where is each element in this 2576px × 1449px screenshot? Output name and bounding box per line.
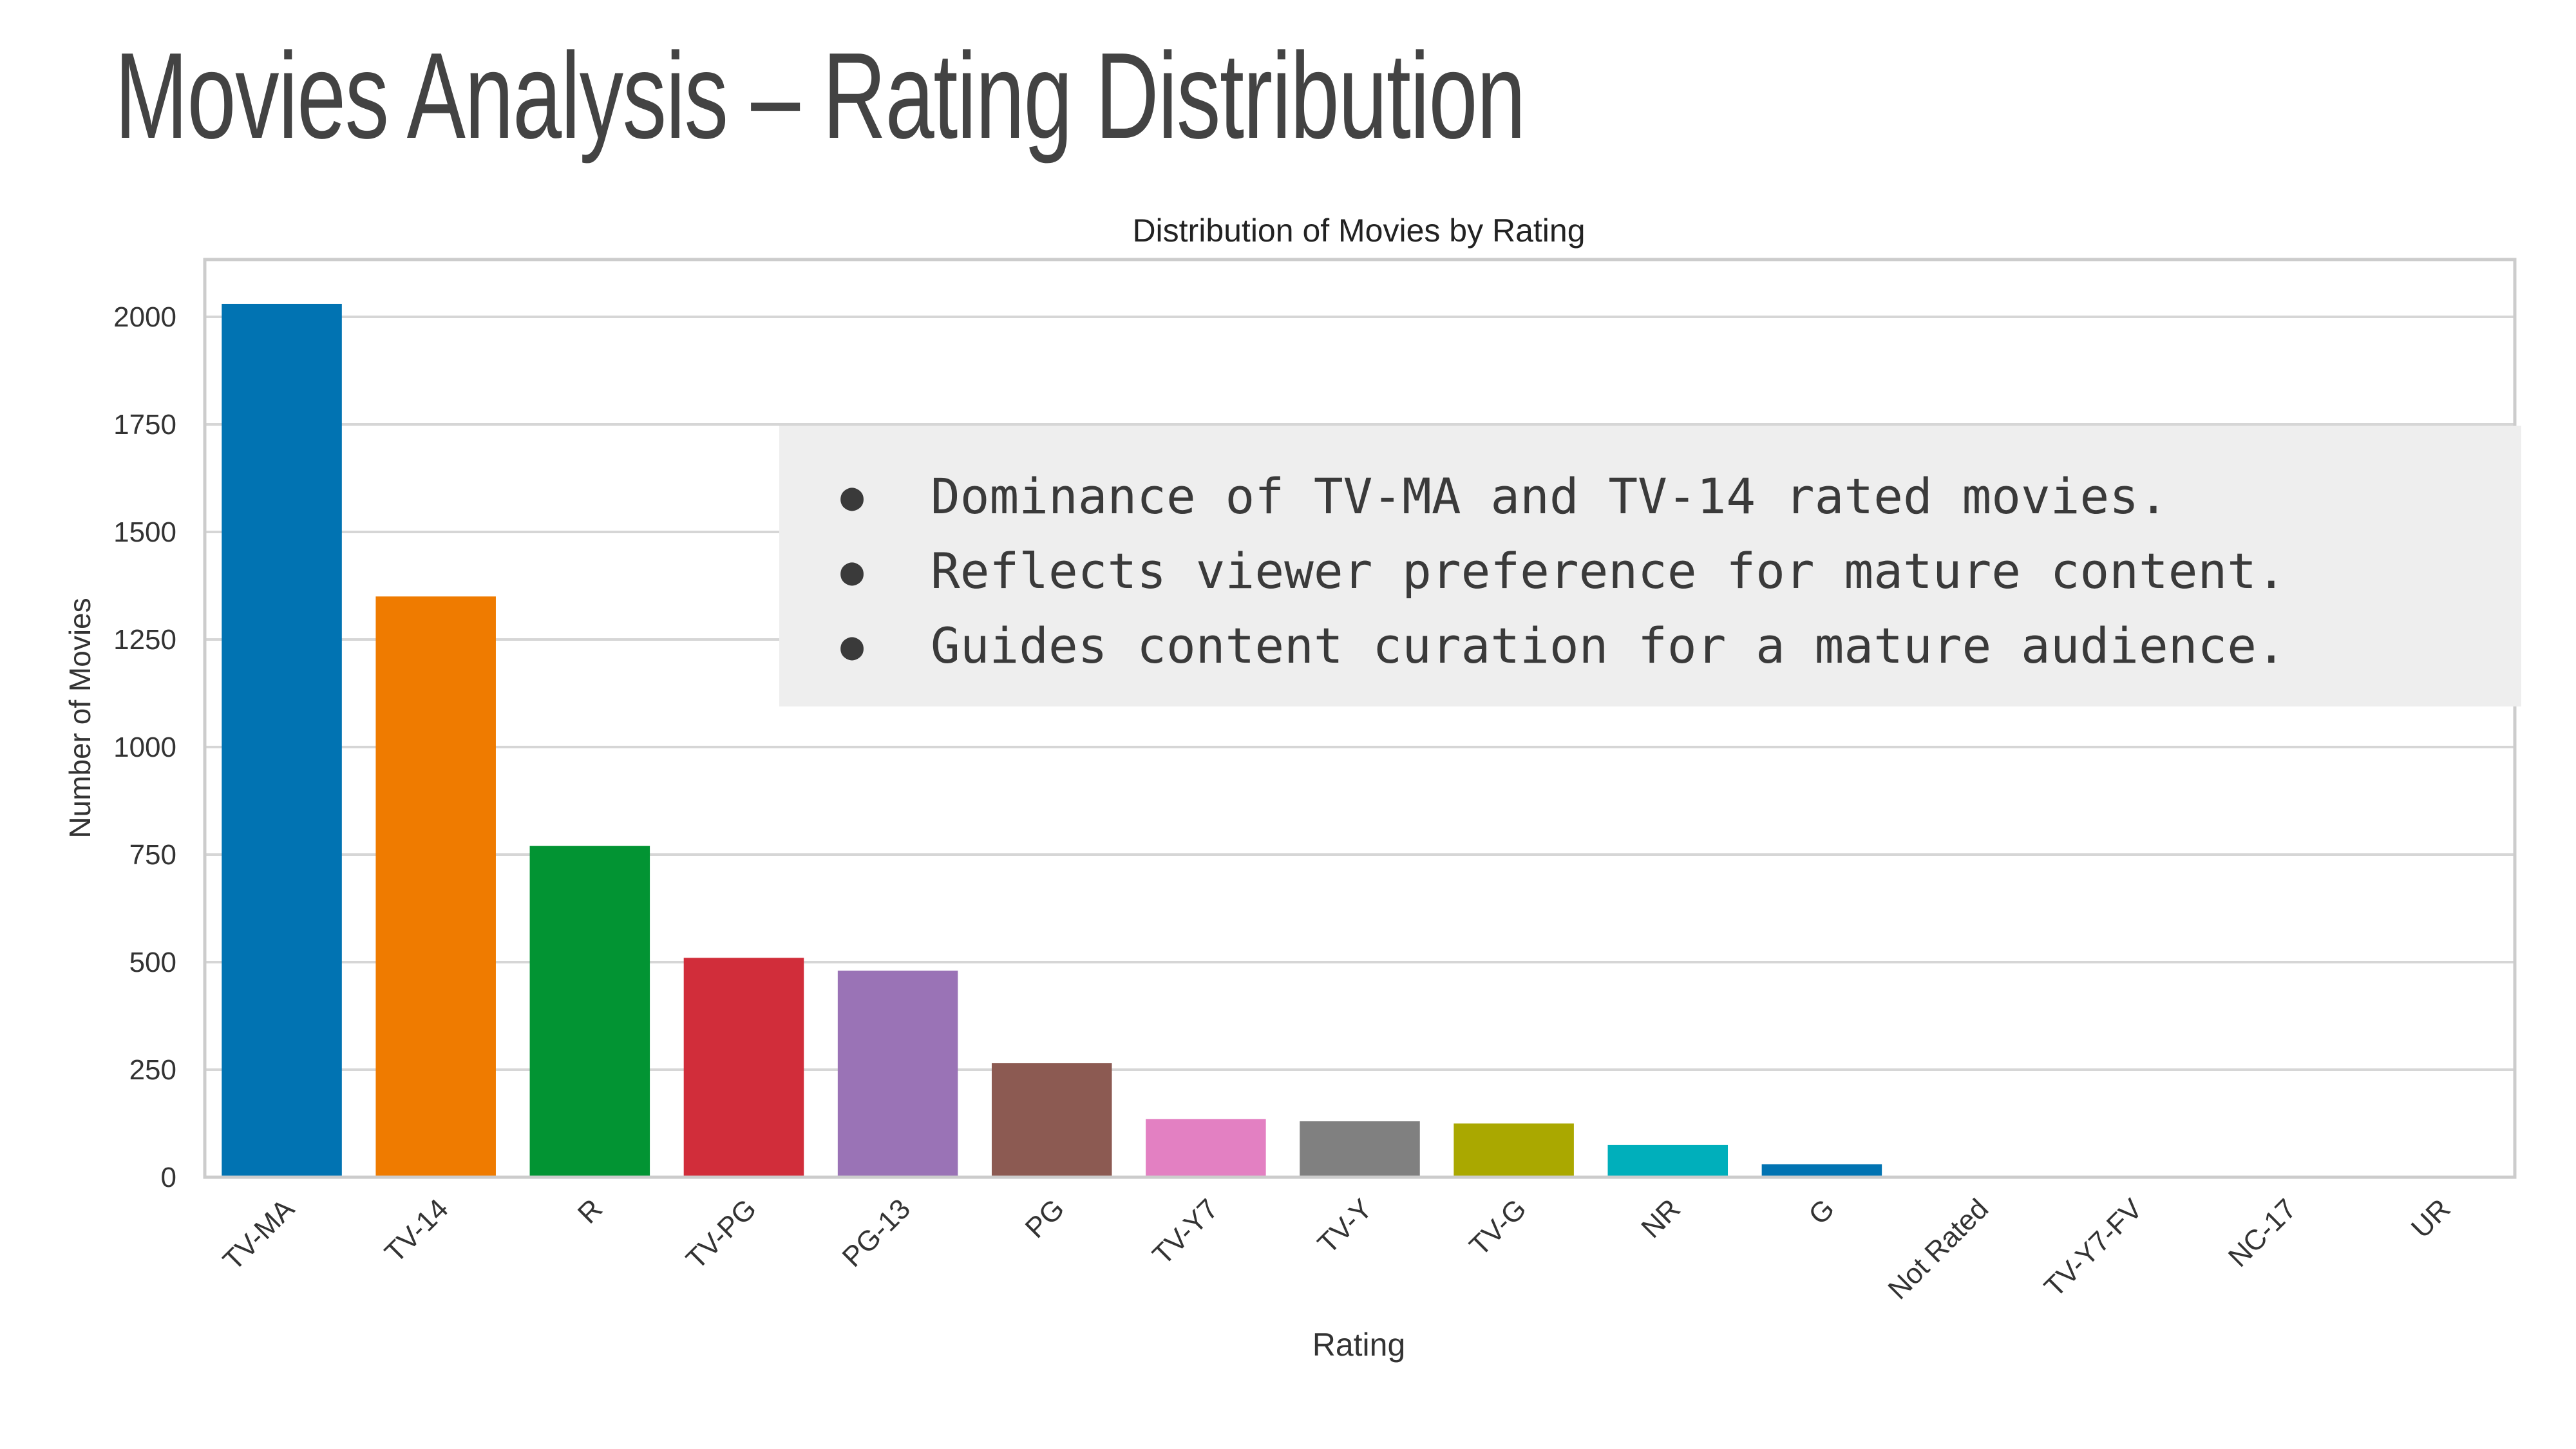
bullet-icon: ● [840,549,864,594]
bar-tv-y [1300,1121,1420,1177]
x-tick-label: TV-Y7-FV [2038,1193,2149,1303]
bar-tv-y7 [1146,1119,1266,1177]
x-tick-label: R [572,1193,609,1229]
bar-tv-g [1454,1123,1574,1177]
y-tick-label: 250 [129,1054,176,1086]
bar-g [1761,1164,1882,1177]
y-tick-label: 750 [129,839,176,871]
x-tick-label: NC-17 [2222,1193,2303,1273]
y-tick-label: 1750 [113,409,176,440]
bullet-icon: ● [840,623,864,668]
x-tick-label: NR [1635,1193,1687,1244]
x-tick-label: TV-PG [680,1193,762,1275]
y-tick-label: 1000 [113,732,176,763]
bar-tv-pg [683,958,804,1177]
y-tick-label: 2000 [113,301,176,333]
bullet-icon: ● [840,474,864,519]
bar-pg [991,1063,1112,1177]
page-title: Movies Analysis – Rating Distribution [115,28,1526,164]
insights-box: ● Dominance of TV-MA and TV-14 rated movi… [779,426,2521,706]
insight-item: ● Dominance of TV-MA and TV-14 rated movi… [840,459,2521,534]
bar-nr [1607,1144,1728,1177]
insight-item: ● Guides content curation for a mature au… [840,609,2521,683]
y-tick-label: 500 [129,947,176,978]
insight-item: ● Reflects viewer preference for mature c… [840,534,2521,609]
insight-text: Reflects viewer preference for mature co… [931,542,2286,600]
x-tick-label: TV-14 [379,1193,455,1269]
x-tick-label: TV-G [1463,1193,1532,1262]
y-tick-label: 1500 [113,516,176,548]
x-tick-label: TV-MA [217,1193,301,1276]
y-tick-label: 0 [161,1162,176,1193]
x-tick-label: PG-13 [837,1193,917,1273]
x-tick-label: TV-Y [1312,1193,1379,1260]
insight-text: Dominance of TV-MA and TV-14 rated movie… [931,468,2168,525]
y-tick-label: 1250 [113,624,176,656]
x-tick-label: G [1803,1193,1841,1231]
bar-r [529,846,650,1177]
bar-tv-14 [375,596,496,1177]
bar-pg-13 [837,971,958,1177]
y-axis-label: Number of Movies [63,598,97,838]
x-tick-label: Not Rated [1882,1193,1994,1305]
bar-tv-ma [222,303,342,1178]
x-tick-label: PG [1019,1193,1071,1244]
chart-title: Distribution of Movies by Rating [1132,213,1585,249]
x-axis-label: Rating [1312,1327,1406,1363]
insight-text: Guides content curation for a mature aud… [931,617,2286,674]
plot-frame [203,258,2517,1179]
x-tick-label: UR [2405,1193,2457,1244]
x-tick-label: TV-Y7 [1146,1193,1224,1271]
